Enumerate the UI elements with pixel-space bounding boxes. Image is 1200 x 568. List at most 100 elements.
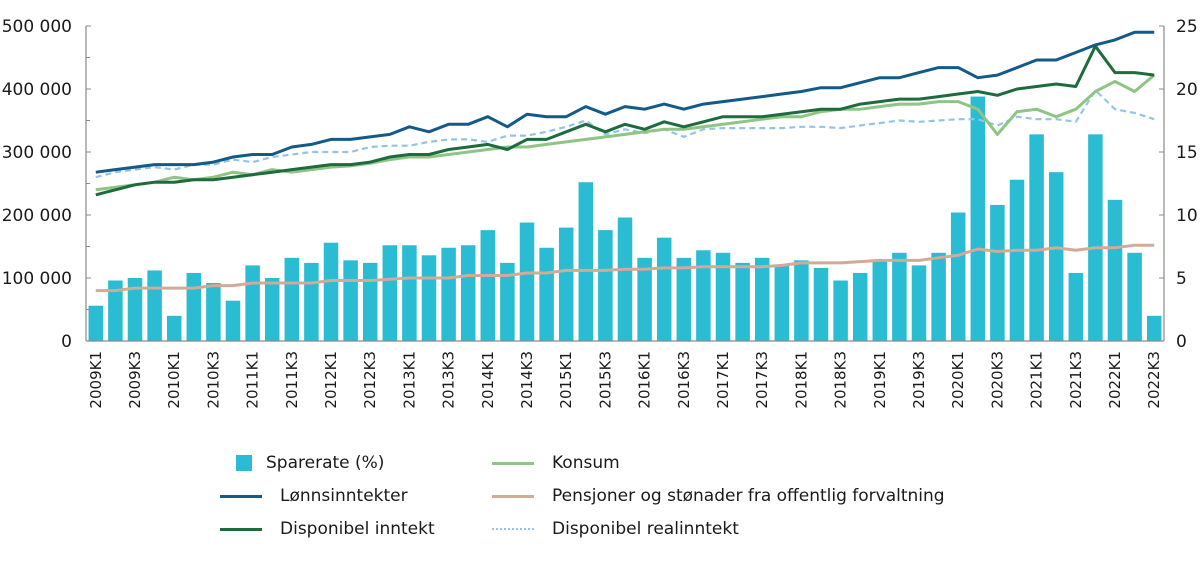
legend-item-pensjoner: Pensjoner og stønader fra offentlig forv… (492, 481, 945, 511)
legend-swatch-line (492, 461, 534, 465)
x-tick-label: 2020K1 (949, 351, 967, 409)
legend-swatch-line (220, 494, 262, 498)
line-pensjoner-og-stønader-fra-offentlig-forvaltning (95, 243, 1155, 293)
bar-2017K3 (754, 257, 770, 341)
bar-2012K1 (323, 242, 339, 341)
bar-2019K3 (911, 265, 927, 341)
x-tick-label: 2016K3 (675, 351, 693, 409)
x-tick-label: 2017K3 (753, 351, 771, 409)
bar-2017K1 (715, 252, 731, 341)
right-tick-label: 20 (1176, 80, 1198, 100)
legend-item-disponibel-realinntekt: Disponibel realinntekt (492, 514, 739, 544)
legend-label: Sparerate (%) (266, 453, 385, 473)
line-konsum (95, 73, 1156, 192)
bar-2012K4 (382, 245, 398, 341)
legend-item-disponibel-inntekt: Disponibel inntekt (220, 514, 435, 544)
right-tick-label: 5 (1176, 269, 1187, 289)
combo-chart: 0 100 000 200 000 300 000 400 000 500 000 0 5 10… (2, 17, 1198, 409)
bar-2016K2 (656, 237, 672, 341)
bar-2014K2 (500, 262, 515, 341)
x-tick-label: 2013K1 (400, 351, 418, 409)
legend-item-sparerate: Sparerate (%) (228, 448, 384, 478)
bar-2021K4 (1088, 134, 1103, 341)
bar-2013K2 (421, 255, 437, 341)
bar-2011K2 (264, 278, 280, 341)
bar-2009K3 (127, 278, 143, 341)
bar-2019K2 (892, 252, 907, 341)
bar-2021K1 (1029, 134, 1044, 341)
bar-2015K3 (598, 230, 613, 341)
x-tick-label: 2018K3 (832, 351, 850, 409)
line-lønnsinntekter (95, 30, 1155, 174)
bar-2009K2 (108, 280, 123, 341)
bar-2013K3 (441, 247, 456, 341)
x-tick-label: 2021K1 (1028, 351, 1046, 409)
x-tick-label: 2017K1 (714, 351, 732, 409)
right-tick-label: 25 (1176, 17, 1198, 37)
bar-2015K4 (617, 217, 633, 341)
x-tick-label: 2011K3 (283, 351, 301, 409)
bar-2011K3 (284, 257, 300, 341)
bar-2021K3 (1068, 272, 1084, 341)
bar-2019K4 (931, 252, 946, 341)
x-tick-label: 2019K1 (871, 351, 889, 409)
x-tick-label: 2009K3 (126, 351, 144, 409)
left-tick-label: 300 000 (2, 143, 72, 163)
x-tick-label: 2014K1 (479, 351, 497, 409)
bar-2013K1 (402, 245, 417, 341)
bar-2022K3 (1146, 315, 1162, 341)
left-tick-label: 0 (61, 332, 72, 352)
left-tick-label: 400 000 (2, 80, 72, 100)
bar-2016K1 (637, 257, 652, 341)
line-disponibel-inntekt (95, 44, 1155, 197)
legend-swatch-line (220, 527, 262, 531)
bar-2018K3 (833, 280, 848, 341)
bar-2009K1 (88, 305, 104, 341)
legend-label: Pensjoner og stønader fra offentlig forv… (552, 486, 945, 506)
x-tick-label: 2012K1 (322, 351, 340, 409)
line-series-group (95, 30, 1156, 293)
bar-2012K2 (343, 260, 358, 341)
line-disponibel-realinntekt (95, 89, 1155, 179)
bar-2015K1 (558, 227, 574, 341)
legend-label: Disponibel realinntekt (552, 519, 739, 539)
x-tick-label: 2015K1 (557, 351, 575, 409)
bar-2022K1 (1107, 199, 1123, 341)
x-tick-label: 2011K1 (244, 351, 262, 409)
bar-2010K3 (206, 283, 221, 341)
bar-2016K4 (696, 250, 711, 341)
x-tick-label: 2010K3 (204, 351, 222, 409)
x-tick-label: 2010K1 (165, 351, 183, 409)
axes: 0 100 000 200 000 300 000 400 000 500 000 0 5 10… (2, 17, 1198, 409)
x-tick-label: 2019K3 (910, 351, 928, 409)
bar-2014K3 (519, 222, 535, 341)
right-tick-label: 15 (1176, 143, 1198, 163)
x-tick-label: 2020K3 (988, 351, 1006, 409)
bar-2010K2 (186, 272, 202, 341)
x-tick-label: 2015K3 (596, 351, 614, 409)
left-tick-label: 200 000 (2, 206, 72, 226)
legend-label: Konsum (552, 453, 620, 473)
bar-2009K4 (147, 270, 162, 341)
bar-2015K2 (578, 182, 594, 341)
legend-swatch-bar (236, 455, 252, 471)
x-tick-label: 2022K3 (1145, 351, 1163, 409)
right-tick-label: 10 (1176, 206, 1198, 226)
bar-2018K1 (794, 260, 809, 341)
legend-swatch-line (492, 494, 534, 498)
bar-2012K3 (362, 262, 378, 341)
bar-2014K4 (539, 247, 554, 341)
x-tick-label: 2012K3 (361, 351, 379, 409)
bar-2016K3 (676, 257, 692, 341)
bar-2020K4 (1009, 179, 1025, 341)
legend-label: Lønnsinntekter (280, 486, 408, 506)
legend: Sparerate (%) Konsum Lønnsinntekter Pens… (220, 448, 1028, 568)
x-tick-label: 2009K1 (87, 351, 105, 409)
bar-2020K3 (990, 204, 1005, 341)
bar-2020K1 (950, 212, 966, 341)
bar-2011K1 (245, 265, 260, 341)
bar-2017K2 (735, 262, 750, 341)
bar-2013K4 (460, 245, 476, 341)
x-tick-label: 2014K3 (518, 351, 536, 409)
bar-2022K2 (1127, 252, 1142, 341)
